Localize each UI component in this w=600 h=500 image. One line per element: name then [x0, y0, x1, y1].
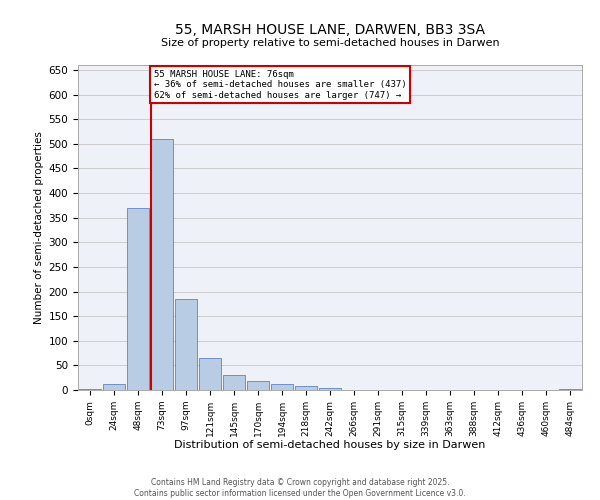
Bar — [223, 375, 245, 390]
Bar — [271, 384, 293, 390]
Bar — [247, 381, 269, 390]
Bar — [151, 139, 173, 390]
Bar — [559, 389, 581, 390]
X-axis label: Distribution of semi-detached houses by size in Darwen: Distribution of semi-detached houses by … — [175, 440, 485, 450]
Bar — [175, 299, 197, 390]
Bar — [199, 358, 221, 390]
Text: 55 MARSH HOUSE LANE: 76sqm
← 36% of semi-detached houses are smaller (437)
62% o: 55 MARSH HOUSE LANE: 76sqm ← 36% of semi… — [154, 70, 406, 100]
Text: 55, MARSH HOUSE LANE, DARWEN, BB3 3SA: 55, MARSH HOUSE LANE, DARWEN, BB3 3SA — [175, 22, 485, 36]
Text: Size of property relative to semi-detached houses in Darwen: Size of property relative to semi-detach… — [161, 38, 499, 48]
Bar — [79, 389, 101, 390]
Text: Contains HM Land Registry data © Crown copyright and database right 2025.
Contai: Contains HM Land Registry data © Crown c… — [134, 478, 466, 498]
Y-axis label: Number of semi-detached properties: Number of semi-detached properties — [34, 131, 44, 324]
Bar — [127, 208, 149, 390]
Bar — [295, 386, 317, 390]
Bar — [103, 384, 125, 390]
Bar — [319, 388, 341, 390]
